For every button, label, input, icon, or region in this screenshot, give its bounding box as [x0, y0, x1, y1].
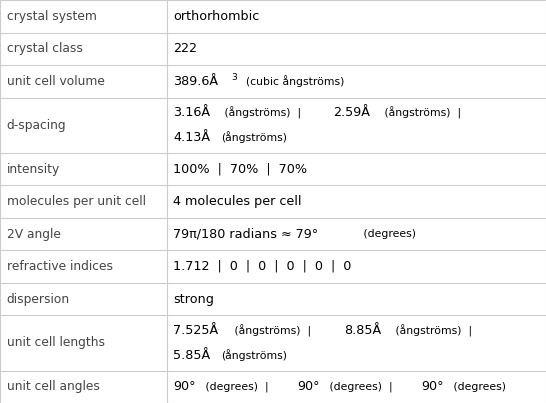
Text: (cubic ångströms): (cubic ångströms) [239, 75, 344, 87]
Text: (degrees)  |: (degrees) | [326, 382, 400, 392]
Text: unit cell lengths: unit cell lengths [7, 337, 104, 349]
Text: dispersion: dispersion [7, 293, 70, 305]
Text: refractive indices: refractive indices [7, 260, 112, 273]
Text: d-spacing: d-spacing [7, 118, 66, 132]
Text: 5.85Å: 5.85Å [173, 349, 210, 361]
Text: 2.59Å: 2.59Å [333, 106, 370, 119]
Text: 222: 222 [173, 42, 197, 55]
Text: (ångströms): (ångströms) [221, 349, 287, 361]
Text: (ångströms)  |: (ångströms) | [232, 324, 318, 337]
Text: (degrees): (degrees) [450, 382, 506, 392]
Text: unit cell volume: unit cell volume [7, 75, 104, 88]
Text: 100%  |  70%  |  70%: 100% | 70% | 70% [173, 162, 307, 175]
Text: (ångströms)  |: (ångströms) | [381, 107, 468, 119]
Text: unit cell angles: unit cell angles [7, 380, 99, 393]
Text: molecules per unit cell: molecules per unit cell [7, 195, 146, 208]
Text: 4.13Å: 4.13Å [173, 131, 210, 144]
Text: 90°: 90° [421, 380, 444, 393]
Text: 79π/180 radians ≈ 79°: 79π/180 radians ≈ 79° [173, 228, 318, 241]
Text: (ångströms)  |: (ångströms) | [391, 324, 479, 337]
Text: 8.85Å: 8.85Å [344, 324, 381, 337]
Text: 90°: 90° [297, 380, 319, 393]
Text: orthorhombic: orthorhombic [173, 10, 259, 23]
Text: 2V angle: 2V angle [7, 228, 61, 241]
Text: (degrees)  |: (degrees) | [202, 382, 276, 392]
Text: (degrees): (degrees) [360, 229, 417, 239]
Text: 4 molecules per cell: 4 molecules per cell [173, 195, 301, 208]
Text: 3: 3 [231, 73, 237, 81]
Text: 1.712  |  0  |  0  |  0  |  0  |  0: 1.712 | 0 | 0 | 0 | 0 | 0 [173, 260, 352, 273]
Text: 90°: 90° [173, 380, 195, 393]
Text: 3.16Å: 3.16Å [173, 106, 210, 119]
Text: strong: strong [173, 293, 214, 305]
Text: intensity: intensity [7, 162, 60, 175]
Text: crystal system: crystal system [7, 10, 97, 23]
Text: (ångströms): (ångströms) [221, 131, 287, 143]
Text: 389.6Å: 389.6Å [173, 75, 218, 88]
Text: (ångströms)  |: (ångströms) | [221, 107, 308, 119]
Text: 7.525Å: 7.525Å [173, 324, 218, 337]
Text: crystal class: crystal class [7, 42, 82, 55]
